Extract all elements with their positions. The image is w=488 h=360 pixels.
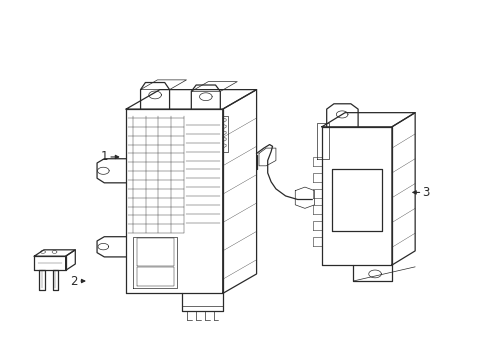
Text: 1: 1 <box>101 150 108 163</box>
Text: 3: 3 <box>421 186 428 199</box>
Text: 2: 2 <box>70 275 78 288</box>
